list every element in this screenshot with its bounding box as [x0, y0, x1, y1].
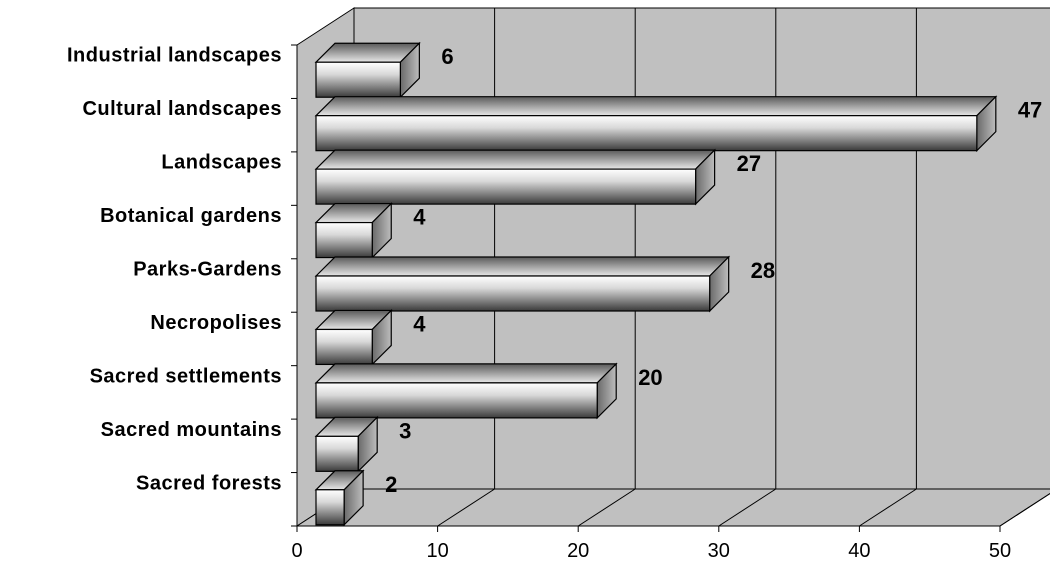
data-label-landscapes: 27 [737, 151, 761, 176]
data-labels: 6 47 27 4 28 4 20 3 2 [385, 44, 1042, 497]
data-label-cultural-landscapes: 47 [1018, 98, 1042, 123]
data-label-sacred-mountains: 3 [399, 418, 411, 443]
category-label-botanical-gardens: Botanical gardens [100, 205, 282, 227]
category-label-sacred-settlements: Sacred settlements [90, 365, 282, 387]
category-label-landscapes: Landscapes [161, 152, 282, 174]
x-tick-label-50: 50 [989, 540, 1011, 562]
bar-front-landscapes [315, 168, 697, 205]
bar-front-necropolises [315, 328, 373, 366]
bar-sacred-forests [314, 469, 365, 527]
x-tick-label-40: 40 [848, 540, 870, 562]
bar-landscapes [314, 148, 717, 206]
floor-gridline-10 [437, 488, 495, 527]
floor-gridline-30 [718, 488, 777, 527]
gridlines [291, 8, 1050, 532]
data-label-sacred-settlements: 20 [638, 365, 662, 390]
data-label-botanical-gardens: 4 [413, 205, 426, 230]
bars [314, 41, 998, 527]
bar-front-sacred-mountains [315, 435, 359, 472]
data-label-sacred-forests: 2 [385, 472, 397, 497]
category-label-parks-gardens: Parks-Gardens [133, 259, 282, 281]
bar-parks-gardens [314, 255, 731, 313]
bar-cultural-landscapes [314, 95, 998, 153]
bar-top-parks-gardens [314, 256, 731, 277]
bar-top-cultural-landscapes [314, 96, 998, 117]
x-tick-label-10: 10 [426, 540, 448, 562]
category-label-cultural-landscapes: Cultural landscapes [82, 98, 282, 120]
category-label-necropolises: Necropolises [150, 312, 282, 334]
bar-front-sacred-settlements [315, 382, 598, 419]
data-label-parks-gardens: 28 [751, 258, 775, 283]
category-label-industrial-landscapes: Industrial landscapes [67, 45, 282, 67]
bar-necropolises [314, 308, 393, 366]
x-tick-label-30: 30 [708, 540, 730, 562]
category-label-sacred-mountains: Sacred mountains [101, 419, 282, 441]
floor [295, 488, 1050, 527]
bar-botanical-gardens [314, 202, 393, 260]
bar-sacred-settlements [314, 362, 618, 420]
category-label-sacred-forests: Sacred forests [136, 472, 282, 494]
category-labels: Industrial landscapes Cultural landscapes… [67, 45, 282, 495]
bar-front-parks-gardens [315, 275, 711, 312]
data-label-necropolises: 4 [413, 311, 426, 336]
bar-front-industrial-landscapes [315, 61, 401, 98]
x-tick-labels: 0 10 20 30 40 50 [291, 540, 1011, 562]
floor-gridline-40 [859, 488, 917, 527]
bar-top-sacred-settlements [314, 363, 618, 384]
bar-front-sacred-forests [315, 489, 345, 526]
bar-industrial-landscapes [314, 41, 421, 99]
bar-front-cultural-landscapes [315, 115, 978, 152]
bar-sacred-mountains [314, 415, 379, 473]
floor-gridline-50 [999, 492, 1050, 527]
bar-front-botanical-gardens [315, 221, 373, 259]
x-tick-label-20: 20 [567, 540, 589, 562]
data-label-industrial-landscapes: 6 [441, 44, 453, 69]
floor-gridline-20 [577, 488, 636, 527]
x-tick-label-0: 0 [291, 540, 302, 562]
bar-top-landscapes [314, 149, 717, 170]
